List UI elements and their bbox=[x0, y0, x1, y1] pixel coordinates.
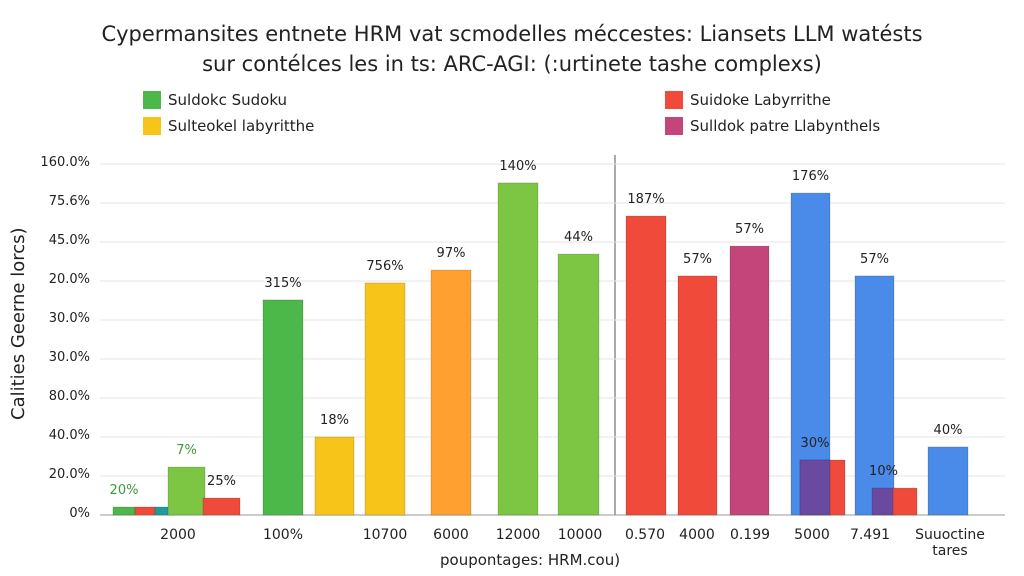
bar bbox=[430, 269, 472, 516]
chart-title: sur contélces les in ts: ARC-AGI: (:urti… bbox=[202, 52, 822, 76]
bar bbox=[799, 459, 831, 516]
value-label: 140% bbox=[499, 158, 537, 174]
y-tick-label: 75.6% bbox=[48, 194, 90, 209]
value-label: 10% bbox=[869, 464, 898, 480]
value-label: 315% bbox=[264, 275, 302, 291]
bar bbox=[364, 282, 406, 516]
bar bbox=[854, 275, 895, 516]
value-label: 187% bbox=[627, 192, 665, 208]
value-label: 57% bbox=[735, 222, 764, 238]
legend-swatch bbox=[665, 117, 683, 135]
bar bbox=[729, 245, 770, 516]
y-tick-label: 80.0% bbox=[48, 389, 90, 404]
y-tick-label: 0% bbox=[69, 506, 90, 521]
x-tick-label: 100% bbox=[262, 527, 304, 543]
x-tick-label: 10000 bbox=[557, 527, 603, 543]
bar bbox=[134, 506, 156, 516]
x-tick-label: 7.491 bbox=[849, 527, 891, 543]
value-label: 756% bbox=[366, 258, 404, 274]
x-tick-label: 6000 bbox=[433, 527, 469, 543]
x-tick-label: 4000 bbox=[679, 527, 715, 543]
bar bbox=[625, 215, 667, 516]
y-tick-label: 45.0% bbox=[48, 233, 90, 248]
y-tick-label: 20.0% bbox=[48, 272, 90, 287]
legend-label: Suldokc Sudoku bbox=[168, 91, 288, 109]
legend-swatch bbox=[665, 91, 683, 109]
y-tick-label: 30.0% bbox=[48, 311, 90, 326]
x-tick-label: 0.570 bbox=[624, 527, 666, 543]
x-axis-label: poupontages: HRM.cou) bbox=[440, 551, 621, 569]
bar bbox=[262, 299, 304, 516]
x-tick-label: 0.199 bbox=[729, 527, 771, 543]
value-label: 25% bbox=[207, 474, 236, 490]
bar bbox=[497, 182, 539, 516]
value-label: 18% bbox=[320, 413, 349, 428]
value-label: 44% bbox=[564, 230, 593, 246]
y-tick-label: 40.0% bbox=[48, 428, 90, 443]
x-tick-label: 10700 bbox=[362, 527, 408, 543]
value-label: 40% bbox=[933, 422, 963, 438]
y-tick-label: 20.0% bbox=[48, 467, 90, 482]
bar bbox=[202, 497, 241, 516]
legend-label: Suidoke Labyrrithe bbox=[690, 91, 831, 109]
legend-label: Sulteokel labyritthe bbox=[168, 117, 315, 135]
bar bbox=[871, 487, 896, 516]
value-label: 20% bbox=[109, 483, 139, 498]
y-tick-label: 30.0% bbox=[48, 350, 90, 365]
value-label: 97% bbox=[436, 246, 466, 262]
bar bbox=[314, 436, 355, 516]
bar bbox=[677, 275, 718, 516]
value-label: 7% bbox=[176, 443, 197, 459]
bar bbox=[167, 466, 206, 516]
value-label: 57% bbox=[683, 251, 712, 267]
legend-swatch bbox=[143, 91, 161, 109]
x-tick-label: 12000 bbox=[495, 527, 541, 543]
bar bbox=[892, 487, 918, 516]
chart-title: Cypermansites entnete HRM vat scmodelles… bbox=[101, 22, 923, 46]
legend-label: Sulldok patre Llabynthels bbox=[690, 117, 881, 135]
x-tick-label: 5000 bbox=[794, 527, 830, 543]
x-tick-label: Suuoctine tares bbox=[915, 527, 985, 559]
value-label: 30% bbox=[800, 436, 830, 451]
bar bbox=[112, 506, 136, 516]
value-label: 57% bbox=[860, 251, 889, 267]
bar bbox=[557, 253, 600, 516]
x-tick-label: 2000 bbox=[160, 527, 196, 543]
y-tick-label: 160.0% bbox=[40, 155, 90, 170]
value-label: 176% bbox=[791, 169, 830, 185]
bar bbox=[927, 446, 969, 516]
legend-swatch bbox=[143, 117, 161, 135]
